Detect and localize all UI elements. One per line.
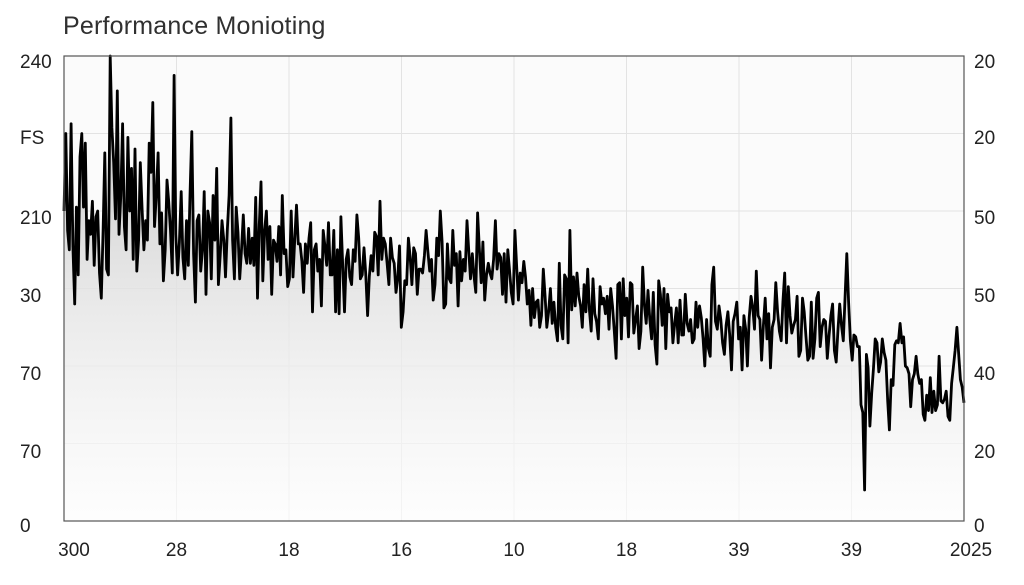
y-axis-right: 20 20 50 50 40 20 0	[974, 52, 995, 537]
y-tick-label-right: 50	[974, 286, 995, 307]
y-tick-label-right: 20	[974, 52, 995, 73]
chart-title: Performance Monioting	[63, 12, 326, 40]
y-tick-label-right: 20	[974, 128, 995, 149]
y-tick-label-right: 20	[974, 442, 995, 463]
y-tick-label-left: 240	[20, 52, 52, 73]
x-axis: 300 28 18 16 10 18 39 39 2025	[58, 540, 992, 561]
x-tick-label: 39	[841, 540, 862, 561]
y-tick-label-left: 30	[20, 286, 41, 307]
y-tick-label-left: 0	[20, 516, 31, 537]
x-tick-label: 18	[616, 540, 637, 561]
x-tick-label: 28	[166, 540, 187, 561]
x-tick-label: 16	[391, 540, 412, 561]
y-tick-label-right: 0	[974, 516, 985, 537]
x-tick-label: 300	[58, 540, 90, 561]
plot-frame	[63, 55, 965, 522]
x-tick-label: 10	[503, 540, 524, 561]
x-tick-label: 39	[728, 540, 749, 561]
y-tick-label-left: 70	[20, 364, 41, 385]
y-tick-label-left: 210	[20, 208, 52, 229]
y-tick-label-right: 40	[974, 364, 995, 385]
y-tick-label-right: 50	[974, 208, 995, 229]
x-tick-label: 18	[278, 540, 299, 561]
series-line	[62, 54, 966, 492]
y-tick-label-left: FS	[20, 128, 44, 149]
y-tick-label-left: 70	[20, 442, 41, 463]
y-axis-left: 240 FS 210 30 70 70 0	[20, 52, 52, 537]
x-tick-label: 2025	[950, 540, 992, 561]
